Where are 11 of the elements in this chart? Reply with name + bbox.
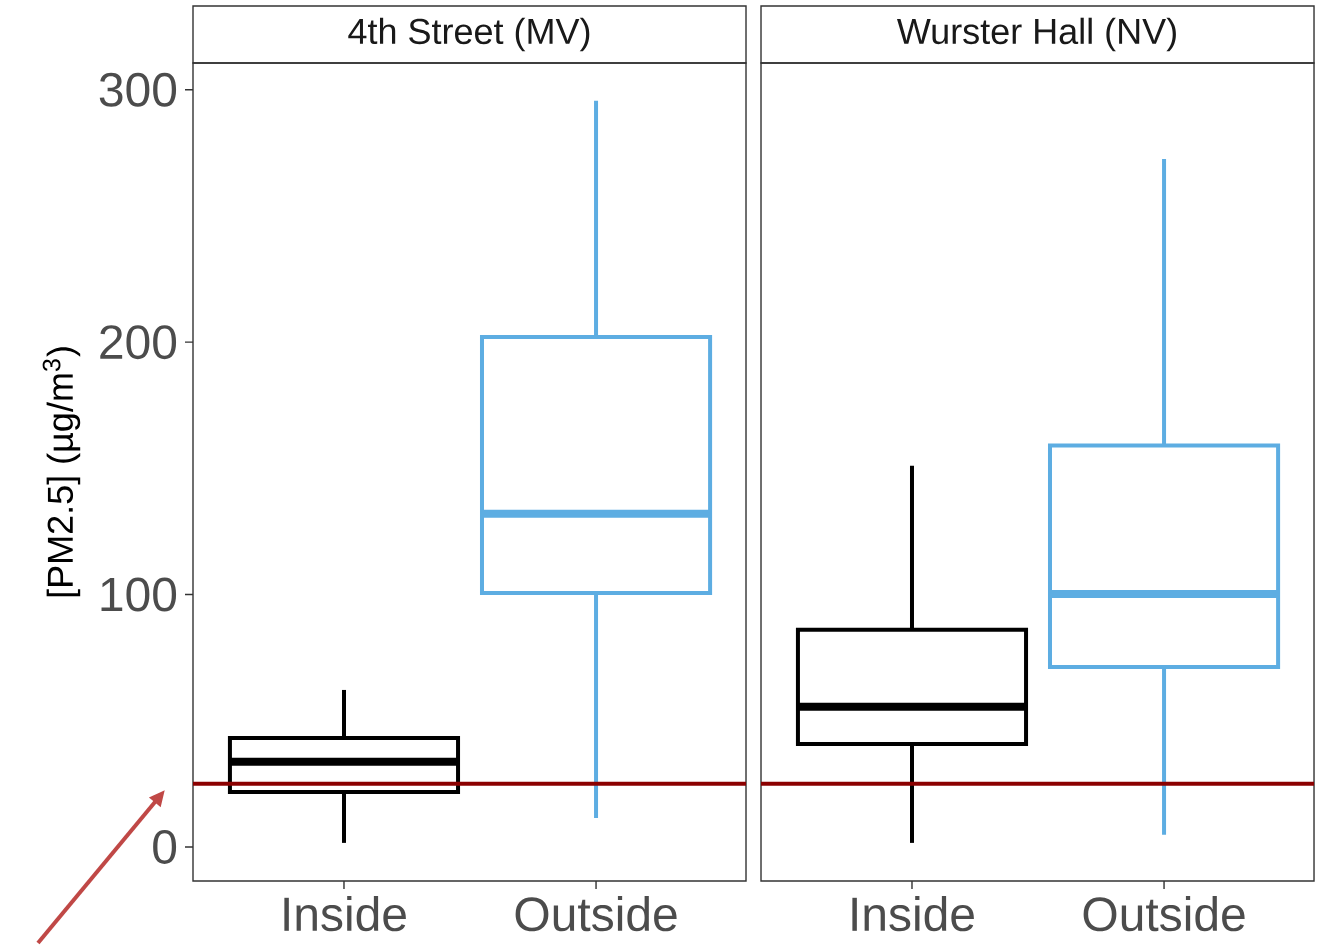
y-axis-title: [PM2.5] (µg/m$^{3}$) [42,347,81,597]
x-tick-label: Inside [284,896,406,932]
y-tick-label: 200 [100,325,177,360]
x-tick-label: Outside [515,896,677,932]
y-tick-label: 300 [99,72,177,107]
chart-title: Wurster Hall (NV) [896,17,1176,52]
chart-title: 4th Street (MV) [348,17,590,52]
y-tick-label: 0 [153,829,177,864]
y-tick-label: 100 [101,577,177,612]
x-tick-label: Inside [852,896,974,932]
x-tick-label: Outside [1083,896,1245,932]
